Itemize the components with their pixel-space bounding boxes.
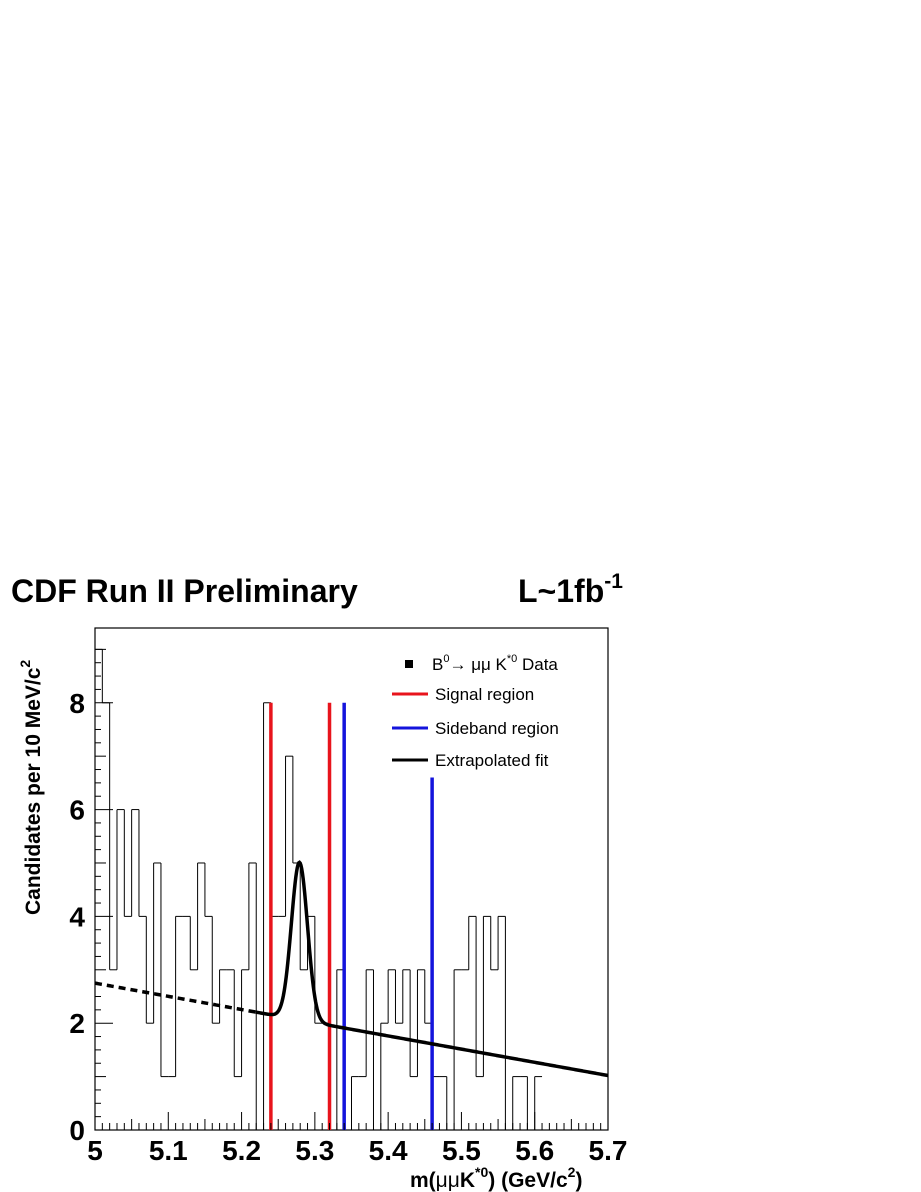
histogram-bin <box>189 916 198 971</box>
axis-layer: 5 5.1 5.2 5.3 5.4 5.5 5.6 5.7 0 2 4 6 8 <box>69 648 628 1166</box>
legend-data-label: B0→ μμ K*0 Data <box>432 653 558 674</box>
histogram-bin <box>394 969 403 1024</box>
histogram-bin <box>351 1076 359 1130</box>
legend-fit-label: Extrapolated fit <box>435 751 549 770</box>
histogram-bin <box>468 915 477 970</box>
histogram-bin <box>380 1022 389 1130</box>
x-tick-label: 5.1 <box>149 1135 188 1166</box>
region-lines-layer <box>269 702 434 1130</box>
luminosity-text: L~1fb <box>518 573 604 609</box>
histogram-bin <box>409 969 418 1078</box>
histogram-bin <box>534 1076 543 1130</box>
histogram-bin <box>292 756 301 864</box>
histogram-bin <box>197 862 205 970</box>
x-tick-label: 5.4 <box>369 1135 408 1166</box>
histogram-bin <box>255 862 264 1131</box>
histogram-bin <box>248 862 257 970</box>
luminosity-exponent: -1 <box>604 570 623 593</box>
fit-curve-dashed <box>94 981 257 1014</box>
legend-data-marker <box>405 660 413 668</box>
y-axis-label: Candidates per 10 MeV/c2 <box>17 660 45 915</box>
histogram-bin <box>204 862 213 917</box>
histogram-bin <box>123 809 132 917</box>
chart-title: CDF Run II Preliminary <box>11 573 358 609</box>
y-tick-label: 6 <box>69 795 85 826</box>
histogram-bin <box>285 755 293 917</box>
histogram-bin <box>475 916 484 1078</box>
y-tick-label: 2 <box>69 1008 85 1039</box>
histogram-bin <box>109 702 117 971</box>
legend-sideband-label: Sideband region <box>435 719 559 738</box>
histogram-bin <box>153 862 161 1024</box>
histogram-bin <box>211 916 220 1024</box>
histogram-bin <box>504 916 513 1131</box>
histogram-bin <box>446 1076 455 1131</box>
histogram-bin <box>416 969 425 1077</box>
histogram-bin <box>160 862 169 1078</box>
y-tick-label: 0 <box>69 1115 85 1146</box>
histogram-bin <box>526 1076 535 1131</box>
histogram-bin <box>219 969 227 1024</box>
x-tick-label: 5.6 <box>515 1135 554 1166</box>
histogram-bin <box>241 969 249 1077</box>
y-tick-label: 8 <box>69 688 85 719</box>
fit-curve-solid <box>255 860 609 1078</box>
x-tick-label: 5.2 <box>222 1135 261 1166</box>
histogram-bin <box>453 969 462 1130</box>
histogram-bin <box>372 969 381 1131</box>
histogram-bin <box>145 916 154 1024</box>
y-tick-label: 4 <box>69 901 85 932</box>
histogram-bin <box>490 916 499 971</box>
legend-signal-label: Signal region <box>435 685 534 704</box>
histogram-bin <box>138 809 147 917</box>
histogram-bin <box>175 915 183 1077</box>
histogram-bin <box>365 969 374 1077</box>
histogram-bin <box>131 809 139 917</box>
histogram-bin <box>101 649 110 704</box>
luminosity-label: L~1fb-1 <box>518 570 623 609</box>
histogram-bin <box>233 969 242 1078</box>
histogram-bin <box>116 809 125 970</box>
x-tick-label: 5.3 <box>295 1135 334 1166</box>
histogram-bin <box>387 969 396 1024</box>
x-tick-label: 5 <box>87 1135 103 1166</box>
x-axis-label: m(μμK*0) (GeV/c2) <box>410 1164 582 1192</box>
histogram-bin <box>512 1076 521 1130</box>
legend: B0→ μμ K*0 Data Signal region Sideband r… <box>392 653 559 770</box>
histogram-bin <box>482 915 491 1077</box>
histogram-bin <box>497 915 506 970</box>
histogram-bin <box>402 969 411 1024</box>
x-tick-label: 5.7 <box>589 1135 628 1166</box>
x-tick-label: 5.5 <box>442 1135 481 1166</box>
fit-layer <box>94 860 609 1078</box>
histogram-bin <box>299 862 308 971</box>
